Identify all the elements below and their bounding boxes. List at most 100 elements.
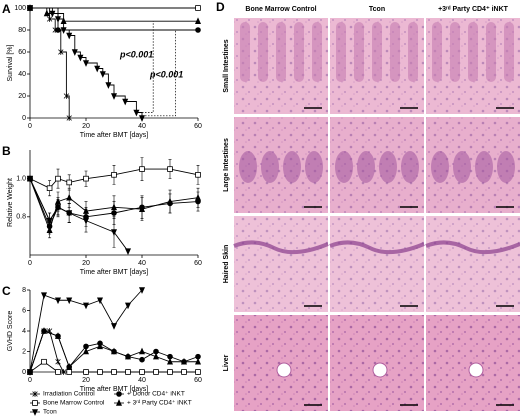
- marker: [138, 287, 146, 294]
- marker: [122, 98, 129, 106]
- crypt: [305, 151, 323, 183]
- marker: [111, 172, 117, 178]
- series-line: [30, 7, 198, 22]
- marker: [111, 369, 117, 375]
- marker: [66, 179, 73, 186]
- legend-label: Irradiation Control: [43, 391, 95, 398]
- legend-label: Bone Marrow Control: [43, 400, 105, 407]
- vessel: [276, 362, 292, 378]
- marker: [82, 207, 90, 214]
- legend-marker: [32, 400, 38, 406]
- villus: [312, 22, 322, 82]
- x-tick-label: 0: [28, 260, 32, 267]
- x-tick-label: 60: [194, 260, 202, 267]
- panel-label: D: [216, 0, 225, 14]
- micrograph-texture: [426, 216, 520, 312]
- epidermis: [329, 240, 425, 255]
- marker: [55, 27, 61, 33]
- crypt: [453, 151, 471, 183]
- marker: [166, 197, 174, 205]
- marker: [26, 174, 34, 182]
- bracket: [142, 30, 176, 117]
- villus: [504, 22, 514, 82]
- marker: [82, 347, 90, 355]
- marker: [43, 9, 50, 17]
- micrograph-texture: [426, 315, 520, 411]
- marker: [124, 302, 132, 310]
- villus: [432, 22, 442, 82]
- x-tick-label: 40: [138, 260, 146, 267]
- marker: [46, 226, 53, 233]
- villus: [294, 22, 304, 82]
- marker: [55, 175, 61, 182]
- marker: [153, 369, 159, 375]
- crypt: [401, 151, 419, 183]
- marker: [60, 17, 67, 24]
- y-tick-label: 0.8: [16, 214, 26, 221]
- annotation: p<0.001: [119, 49, 153, 59]
- legend-label: + 3ʳᵈ Party CD4⁺ iNKT: [127, 400, 192, 407]
- villus: [390, 22, 400, 82]
- legend-marker: [116, 391, 122, 397]
- marker: [105, 82, 112, 89]
- marker: [152, 352, 160, 360]
- marker: [194, 193, 202, 201]
- marker: [40, 292, 48, 299]
- histology-panel: D Bone Marrow Control Tcon +3ʳᵈ Party CD4⁺ …: [216, 0, 520, 411]
- marker: [110, 229, 118, 236]
- marker: [83, 175, 89, 182]
- y-tick-label: 20: [18, 93, 26, 100]
- y-tick-label: 4: [22, 328, 26, 335]
- bracket: [142, 21, 154, 113]
- micrograph-texture: [234, 216, 328, 312]
- villus: [258, 22, 268, 82]
- marker: [167, 369, 173, 375]
- micrograph-texture: [234, 315, 328, 411]
- y-axis-label: Survival [%]: [7, 44, 14, 81]
- marker: [94, 65, 101, 73]
- marker: [66, 369, 73, 375]
- marker: [77, 54, 84, 62]
- y-axis-label: GVHD Score: [7, 311, 14, 352]
- marker: [66, 115, 72, 121]
- marker: [139, 356, 145, 363]
- row-label: Liver: [223, 354, 230, 371]
- marker: [46, 16, 53, 22]
- marker: [97, 369, 103, 375]
- column-header: Tcon: [369, 6, 385, 13]
- marker: [40, 327, 48, 334]
- villus: [450, 22, 460, 82]
- marker: [83, 369, 89, 375]
- micrograph-texture: [330, 216, 424, 312]
- marker: [180, 357, 188, 365]
- marker: [82, 60, 90, 67]
- y-tick-label: 1.0: [16, 175, 26, 182]
- crypt: [475, 151, 493, 183]
- crypt: [431, 151, 449, 183]
- marker: [96, 342, 104, 350]
- x-tick-label: 40: [138, 377, 146, 384]
- villus: [408, 22, 418, 82]
- marker: [138, 205, 146, 212]
- vessel: [468, 362, 484, 378]
- crypt: [335, 151, 353, 183]
- marker: [66, 363, 73, 370]
- marker: [195, 369, 201, 375]
- y-tick-label: 8: [22, 287, 26, 294]
- marker: [124, 352, 132, 360]
- marker: [124, 248, 132, 256]
- villus: [240, 22, 250, 82]
- marker: [125, 369, 131, 375]
- marker: [71, 49, 78, 56]
- marker: [66, 193, 73, 201]
- x-axis-label: Time after BMT [days]: [80, 269, 149, 276]
- micrograph-texture: [330, 315, 424, 411]
- marker: [66, 297, 73, 305]
- marker: [139, 369, 145, 375]
- villus: [486, 22, 496, 82]
- marker: [139, 166, 145, 172]
- column-header: Bone Marrow Control: [245, 6, 316, 13]
- marker: [110, 203, 118, 211]
- villus: [468, 22, 478, 82]
